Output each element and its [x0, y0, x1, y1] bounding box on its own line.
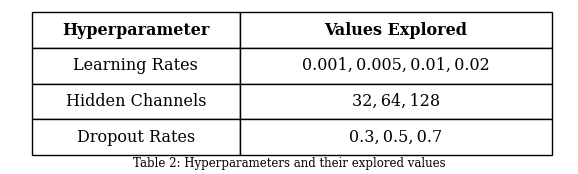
- Text: 32, 64, 128: 32, 64, 128: [352, 93, 440, 110]
- Text: Hidden Channels: Hidden Channels: [65, 93, 206, 110]
- Bar: [240, 84, 552, 119]
- Bar: [32, 84, 240, 119]
- Bar: [32, 48, 240, 84]
- Text: Table 2: Hyperparameters and their explored values: Table 2: Hyperparameters and their explo…: [133, 157, 445, 170]
- Text: Dropout Rates: Dropout Rates: [77, 129, 195, 145]
- Bar: [32, 119, 240, 155]
- Bar: [240, 48, 552, 84]
- Text: Hyperparameter: Hyperparameter: [62, 22, 209, 38]
- Bar: [240, 12, 552, 48]
- Text: Learning Rates: Learning Rates: [73, 57, 198, 74]
- Text: 0.001, 0.005, 0.01, 0.02: 0.001, 0.005, 0.01, 0.02: [302, 57, 490, 74]
- Bar: [240, 119, 552, 155]
- Text: 0.3, 0.5, 0.7: 0.3, 0.5, 0.7: [349, 129, 443, 145]
- Bar: [32, 12, 240, 48]
- Text: Values Explored: Values Explored: [324, 22, 468, 38]
